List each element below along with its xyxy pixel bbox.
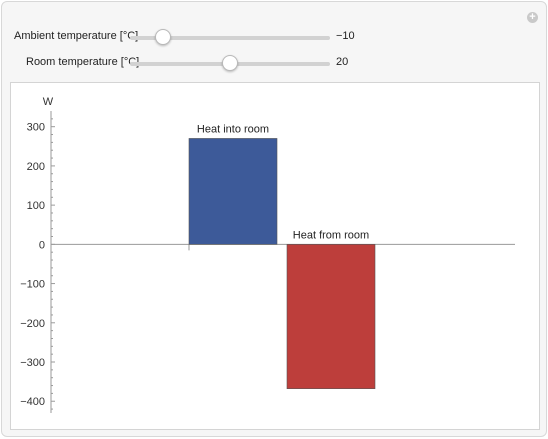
- y-tick-label: −100: [20, 279, 45, 291]
- bar-label: Heat into room: [197, 123, 269, 135]
- plus-icon[interactable]: +: [527, 12, 538, 23]
- ambient-temperature-value: −10: [336, 30, 355, 42]
- room-temperature-label: Room temperature [°C]: [26, 56, 140, 68]
- heat-bar-chart: 300 200 100 0 −100 −200 −300 −400 W Heat into ro…: [20, 96, 515, 413]
- y-tick-label: −300: [20, 357, 45, 369]
- slider-thumb[interactable]: [222, 55, 238, 71]
- y-tick-label: 200: [27, 161, 45, 173]
- room-temperature-value: 20: [336, 56, 349, 68]
- ambient-temperature-control: Ambient temperature [°C] −10: [2, 28, 548, 48]
- y-tick-label: 100: [27, 200, 45, 212]
- bar-heat-from-room: [286, 244, 376, 389]
- y-tick-label: 0: [39, 239, 45, 251]
- slider-track[interactable]: [130, 36, 330, 40]
- chart-labels: Heat into room Heat from room: [197, 123, 369, 241]
- room-temperature-control: Room temperature [°C] 20: [2, 54, 548, 74]
- ambient-temperature-slider[interactable]: [130, 28, 330, 48]
- y-axis-label: W: [43, 96, 54, 108]
- plot-panel: 300 200 100 0 −100 −200 −300 −400 W Heat into ro…: [10, 82, 540, 430]
- slider-thumb[interactable]: [155, 29, 172, 45]
- bar-heat-into-room: [188, 138, 278, 245]
- y-tick-label: 300: [27, 122, 45, 134]
- ambient-temperature-label: Ambient temperature [°C]: [14, 30, 139, 42]
- room-temperature-slider[interactable]: [130, 54, 330, 74]
- chart-bars: [188, 138, 376, 389]
- y-tick-label: −400: [20, 396, 45, 408]
- bar-label: Heat from room: [293, 229, 369, 241]
- chart-axes: 300 200 100 0 −100 −200 −300 −400 W: [20, 96, 515, 413]
- y-tick-label: −200: [20, 318, 45, 330]
